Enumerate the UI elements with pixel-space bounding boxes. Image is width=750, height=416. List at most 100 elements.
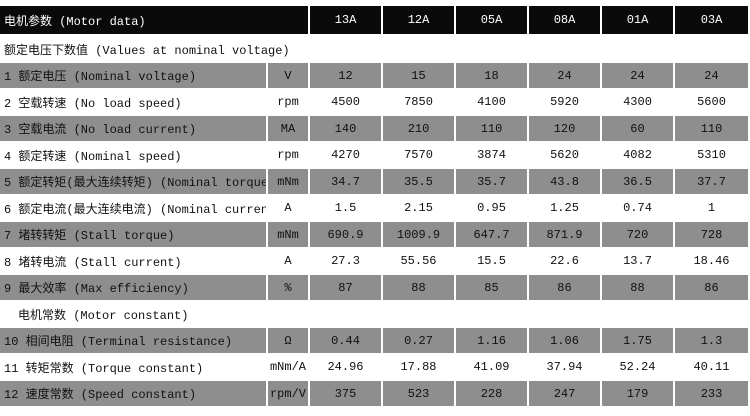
value: 18 — [456, 63, 527, 88]
row-label: 12 速度常数 (Speed constant) — [0, 381, 266, 406]
value: 17.88 — [383, 354, 454, 380]
row-label: 2 空载转速 (No load speed) — [0, 89, 266, 115]
value: 375 — [310, 381, 381, 406]
value: 4270 — [310, 142, 381, 168]
value: 34.7 — [310, 169, 381, 194]
row-label: 3 空载电流 (No load current) — [0, 116, 266, 141]
value: 110 — [456, 116, 527, 141]
unit: mNm — [268, 222, 308, 247]
row-label: 7 堵转转矩 (Stall torque) — [0, 222, 266, 247]
value: 24 — [602, 63, 673, 88]
value: 60 — [602, 116, 673, 141]
value: 4100 — [456, 89, 527, 115]
header-model: 08A — [529, 6, 600, 34]
value: 0.74 — [602, 195, 673, 221]
header-model: 05A — [456, 6, 527, 34]
row-label: 8 堵转电流 (Stall current) — [0, 248, 266, 274]
header-model: 13A — [310, 6, 381, 34]
value: 37.7 — [675, 169, 748, 194]
value: 2.15 — [383, 195, 454, 221]
value: 110 — [675, 116, 748, 141]
value: 7850 — [383, 89, 454, 115]
unit: mNm/A — [268, 354, 308, 380]
value: 179 — [602, 381, 673, 406]
value: 5920 — [529, 89, 600, 115]
value: 15 — [383, 63, 454, 88]
row-label: 6 额定电流(最大连续电流) (Nominal current) — [0, 195, 266, 221]
value: 27.3 — [310, 248, 381, 274]
value: 647.7 — [456, 222, 527, 247]
value: 1.06 — [529, 328, 600, 353]
value: 88 — [383, 275, 454, 300]
value: 24 — [675, 63, 748, 88]
header-model: 12A — [383, 6, 454, 34]
header-model: 01A — [602, 6, 673, 34]
unit: V — [268, 63, 308, 88]
row-label: 11 转矩常数 (Torque constant) — [0, 354, 266, 380]
value: 1 — [675, 195, 748, 221]
value: 87 — [310, 275, 381, 300]
value: 4300 — [602, 89, 673, 115]
row-label: 10 相间电阻 (Terminal resistance) — [0, 328, 266, 353]
value: 55.56 — [383, 248, 454, 274]
header-model: 03A — [675, 6, 748, 34]
value: 37.94 — [529, 354, 600, 380]
value: 24.96 — [310, 354, 381, 380]
value: 0.44 — [310, 328, 381, 353]
value: 12 — [310, 63, 381, 88]
value: 35.5 — [383, 169, 454, 194]
value: 228 — [456, 381, 527, 406]
value: 1.75 — [602, 328, 673, 353]
unit: rpm — [268, 89, 308, 115]
value: 22.6 — [529, 248, 600, 274]
value: 690.9 — [310, 222, 381, 247]
value: 0.95 — [456, 195, 527, 221]
value: 86 — [529, 275, 600, 300]
value: 7570 — [383, 142, 454, 168]
value: 41.09 — [456, 354, 527, 380]
value: 210 — [383, 116, 454, 141]
value: 140 — [310, 116, 381, 141]
unit: MA — [268, 116, 308, 141]
value: 15.5 — [456, 248, 527, 274]
value: 36.5 — [602, 169, 673, 194]
value: 52.24 — [602, 354, 673, 380]
value: 4500 — [310, 89, 381, 115]
row-label: 4 额定转速 (Nominal speed) — [0, 142, 266, 168]
unit: rpm — [268, 142, 308, 168]
unit: A — [268, 195, 308, 221]
value: 85 — [456, 275, 527, 300]
value: 5620 — [529, 142, 600, 168]
value: 88 — [602, 275, 673, 300]
unit: % — [268, 275, 308, 300]
value: 1.25 — [529, 195, 600, 221]
value: 871.9 — [529, 222, 600, 247]
unit: mNm — [268, 169, 308, 194]
value: 523 — [383, 381, 454, 406]
value: 35.7 — [456, 169, 527, 194]
value: 247 — [529, 381, 600, 406]
value: 728 — [675, 222, 748, 247]
value: 24 — [529, 63, 600, 88]
value: 40.11 — [675, 354, 748, 380]
value: 5600 — [675, 89, 748, 115]
value: 1.3 — [675, 328, 748, 353]
value: 1.5 — [310, 195, 381, 221]
value: 3874 — [456, 142, 527, 168]
section-title: 额定电压下数值 (Values at nominal voltage) — [0, 36, 750, 62]
value: 4082 — [602, 142, 673, 168]
value: 0.27 — [383, 328, 454, 353]
unit: Ω — [268, 328, 308, 353]
value: 13.7 — [602, 248, 673, 274]
value: 43.8 — [529, 169, 600, 194]
row-label: 5 额定转矩(最大连续转矩) (Nominal torque) — [0, 169, 266, 194]
value: 233 — [675, 381, 748, 406]
value: 1009.9 — [383, 222, 454, 247]
section-title: 电机常数 (Motor constant) — [0, 301, 750, 327]
row-label: 1 额定电压 (Nominal voltage) — [0, 63, 266, 88]
value: 120 — [529, 116, 600, 141]
value: 18.46 — [675, 248, 748, 274]
row-label: 9 最大效率 (Max efficiency) — [0, 275, 266, 300]
value: 86 — [675, 275, 748, 300]
unit: rpm/V — [268, 381, 308, 406]
